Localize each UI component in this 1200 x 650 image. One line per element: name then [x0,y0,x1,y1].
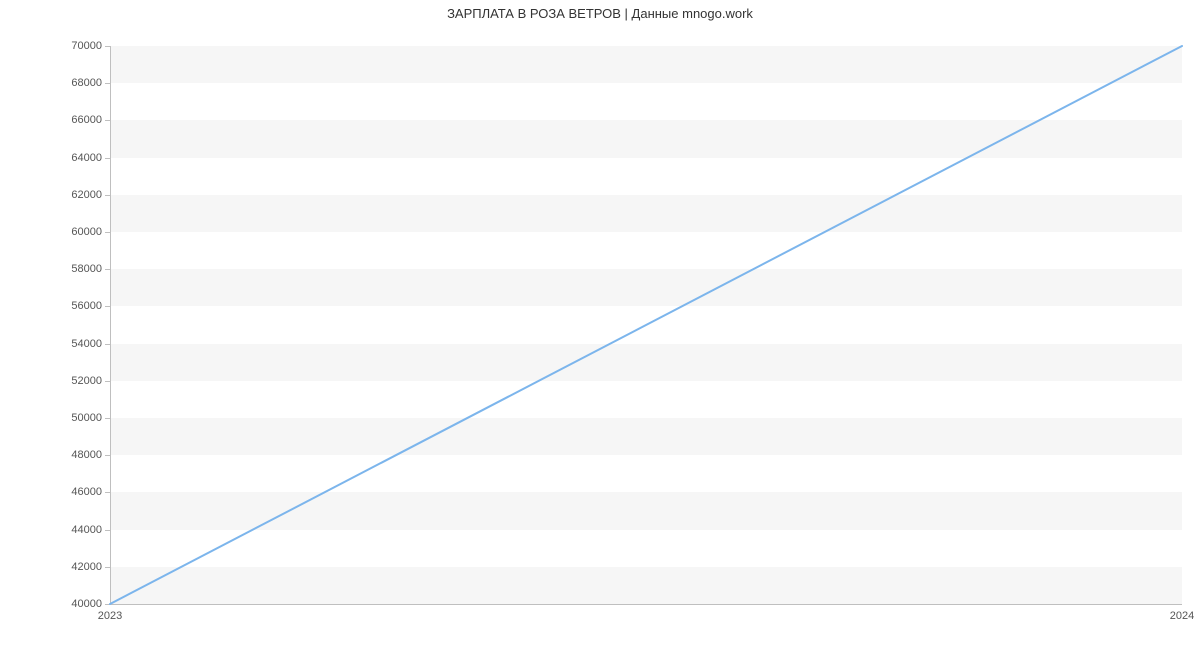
y-tick-label: 56000 [71,300,102,312]
series-line-salary [110,46,1182,604]
y-tick-label: 50000 [71,412,102,424]
y-tick-label: 70000 [71,40,102,52]
y-tick-label: 48000 [71,449,102,461]
x-tick-label: 2023 [98,610,122,622]
chart-title: ЗАРПЛАТА В РОЗА ВЕТРОВ | Данные mnogo.wo… [0,6,1200,21]
x-axis-line [110,604,1182,605]
salary-line-chart: ЗАРПЛАТА В РОЗА ВЕТРОВ | Данные mnogo.wo… [0,0,1200,650]
plot-area: 4000042000440004600048000500005200054000… [110,46,1182,604]
y-tick-label: 40000 [71,598,102,610]
y-tick-label: 64000 [71,152,102,164]
y-tick-label: 54000 [71,338,102,350]
y-tick-label: 66000 [71,114,102,126]
y-tick-label: 42000 [71,561,102,573]
x-tick-label: 2024 [1170,610,1194,622]
series-layer [110,46,1182,604]
y-tick-label: 60000 [71,226,102,238]
y-tick-label: 68000 [71,77,102,89]
y-tick-label: 52000 [71,375,102,387]
y-tick-label: 44000 [71,524,102,536]
y-tick-label: 58000 [71,263,102,275]
y-tick-label: 46000 [71,486,102,498]
y-tick-label: 62000 [71,189,102,201]
